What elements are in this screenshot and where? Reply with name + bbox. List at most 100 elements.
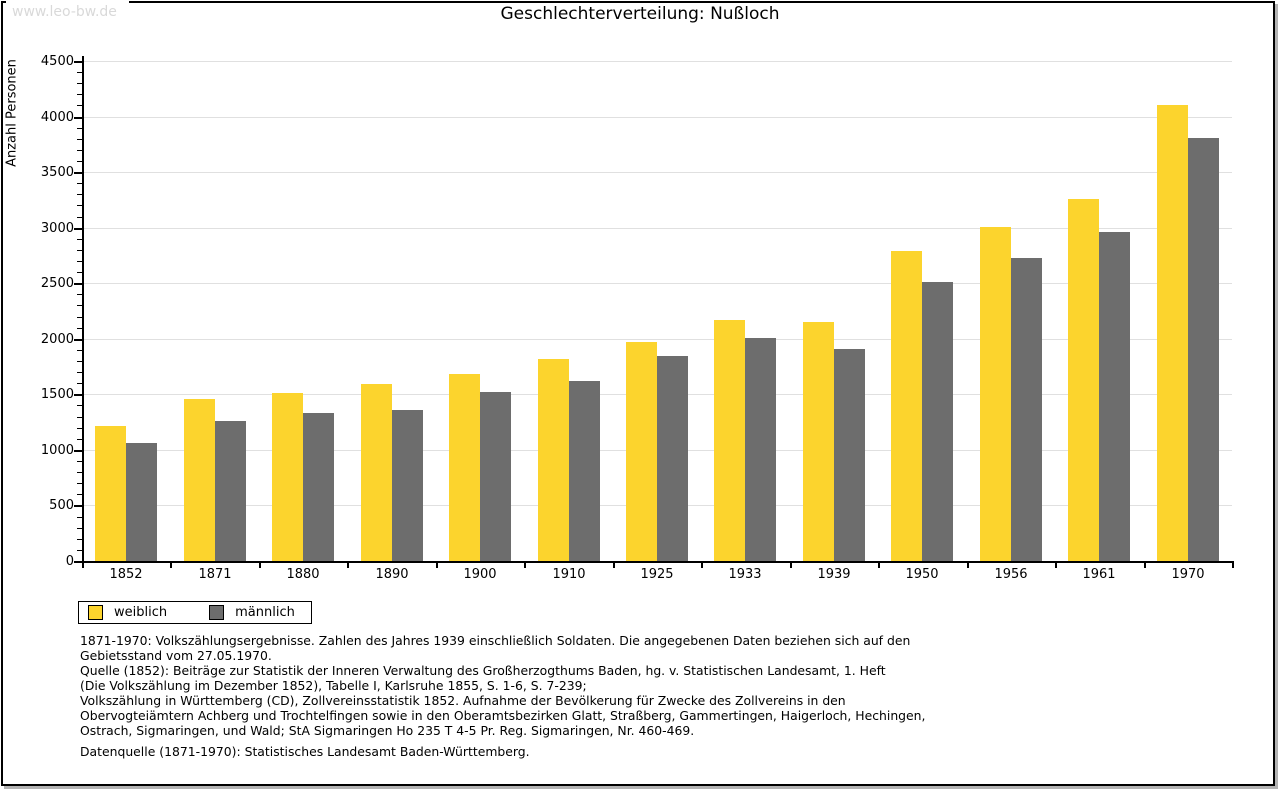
x-axis-tick — [1055, 561, 1057, 568]
y-tick-label: 1500 — [40, 387, 74, 402]
x-tick-label: 1933 — [728, 567, 762, 582]
x-axis-tick — [347, 561, 349, 568]
y-axis-tick — [74, 117, 82, 119]
bar-männlich-1925 — [657, 356, 688, 561]
y-axis-minor-tick — [77, 183, 82, 184]
y-axis-minor-tick — [77, 483, 82, 484]
y-axis-minor-tick — [77, 239, 82, 240]
weiblich-swatch-icon — [88, 605, 103, 620]
bar-männlich-1900 — [480, 392, 511, 561]
y-tick-label: 2000 — [40, 332, 74, 347]
bar-weiblich-1956 — [980, 227, 1011, 561]
x-axis-tick — [1232, 561, 1234, 568]
x-axis-tick — [1144, 561, 1146, 568]
y-axis-tick — [74, 172, 82, 174]
x-tick-label: 1880 — [286, 567, 320, 582]
y-axis-minor-tick — [77, 217, 82, 218]
footnote-line: Volkszählung in Württemberg (CD), Zollve… — [80, 693, 846, 708]
bar-weiblich-1890 — [361, 384, 392, 561]
legend-item-maennlich: männlich — [209, 605, 295, 620]
bar-männlich-1950 — [922, 282, 953, 561]
y-axis-minor-tick — [77, 439, 82, 440]
y-tick-label: 4500 — [40, 54, 74, 69]
bar-weiblich-1933 — [714, 320, 745, 561]
bar-weiblich-1961 — [1068, 199, 1099, 561]
bar-weiblich-1939 — [803, 322, 834, 561]
grid-line — [84, 61, 1232, 62]
footnote-line: 1871-1970: Volkszählungsergebnisse. Zahl… — [80, 633, 911, 648]
y-axis-minor-tick — [77, 417, 82, 418]
y-tick-label: 3500 — [40, 165, 74, 180]
grid-line — [84, 228, 1232, 229]
bar-männlich-1910 — [569, 381, 600, 561]
y-axis-tick — [74, 450, 82, 452]
y-axis-minor-tick — [77, 361, 82, 362]
y-axis-minor-tick — [77, 539, 82, 540]
x-tick-label: 1950 — [905, 567, 939, 582]
bar-männlich-1933 — [745, 338, 776, 561]
x-tick-label: 1871 — [198, 567, 232, 582]
y-axis-minor-tick — [77, 94, 82, 95]
y-axis-minor-tick — [77, 383, 82, 384]
bar-weiblich-1852 — [95, 426, 126, 561]
x-axis-tick — [170, 561, 172, 568]
bar-männlich-1956 — [1011, 258, 1042, 561]
bar-weiblich-1900 — [449, 374, 480, 561]
x-tick-label: 1910 — [552, 567, 586, 582]
y-axis-tick — [74, 61, 82, 63]
y-axis-minor-tick — [77, 517, 82, 518]
y-axis-minor-tick — [77, 205, 82, 206]
bar-weiblich-1970 — [1157, 105, 1188, 561]
footnote-line: Quelle (1852): Beiträge zur Statistik de… — [80, 663, 886, 678]
x-axis-tick — [967, 561, 969, 568]
y-tick-label: 1000 — [40, 443, 74, 458]
grid-line — [84, 283, 1232, 284]
y-axis-minor-tick — [77, 428, 82, 429]
legend-label-maennlich: männlich — [235, 605, 295, 620]
x-tick-label: 1961 — [1082, 567, 1116, 582]
x-axis-tick — [790, 561, 792, 568]
y-axis-tick — [74, 505, 82, 507]
x-tick-label: 1900 — [463, 567, 497, 582]
y-axis-minor-tick — [77, 372, 82, 373]
y-axis-minor-tick — [77, 350, 82, 351]
x-tick-label: 1852 — [109, 567, 143, 582]
y-axis-minor-tick — [77, 272, 82, 273]
x-tick-label: 1970 — [1171, 567, 1205, 582]
bar-männlich-1970 — [1188, 138, 1219, 561]
x-axis-tick — [82, 561, 84, 568]
y-axis-minor-tick — [77, 150, 82, 151]
footnote-block: 1871-1970: Volkszählungsergebnisse. Zahl… — [80, 633, 925, 738]
bar-männlich-1939 — [834, 349, 865, 561]
footnote-line: Obervogteiämtern Achberg und Trochtelfin… — [80, 708, 926, 723]
y-tick-label: 4000 — [40, 110, 74, 125]
bar-männlich-1880 — [303, 413, 334, 561]
y-axis-minor-tick — [77, 461, 82, 462]
leo-bw-watermark: www.leo-bw.de — [6, 0, 129, 26]
y-axis-minor-tick — [77, 105, 82, 106]
x-tick-label: 1925 — [640, 567, 674, 582]
y-axis-tick — [74, 339, 82, 341]
maennlich-swatch-icon — [209, 605, 225, 620]
bar-weiblich-1950 — [891, 251, 922, 561]
bar-weiblich-1925 — [626, 342, 657, 561]
bar-chart: Anzahl Personen 0 500 1000 1500 2000 2500 3000… — [5, 54, 1234, 582]
x-tick-label: 1890 — [375, 567, 409, 582]
grid-line — [84, 117, 1232, 118]
x-tick-label: 1939 — [817, 567, 851, 582]
y-axis-tick — [74, 394, 82, 396]
y-tick-label: 3000 — [40, 221, 74, 236]
bar-weiblich-1880 — [272, 393, 303, 561]
footnote-line: (Die Volkszählung im Dezember 1852), Tab… — [80, 678, 587, 693]
y-axis-minor-tick — [77, 72, 82, 73]
y-axis-minor-tick — [77, 294, 82, 295]
legend-item-weiblich: weiblich — [88, 605, 167, 620]
y-axis-tick — [74, 228, 82, 230]
bar-männlich-1961 — [1099, 232, 1130, 561]
y-axis-minor-tick — [77, 194, 82, 195]
bar-männlich-1852 — [126, 443, 157, 561]
x-axis-tick — [436, 561, 438, 568]
footnote-line: Ostrach, Sigmaringen, und Wald; StA Sigm… — [80, 723, 695, 738]
y-axis-minor-tick — [77, 250, 82, 251]
bar-weiblich-1871 — [184, 399, 215, 561]
